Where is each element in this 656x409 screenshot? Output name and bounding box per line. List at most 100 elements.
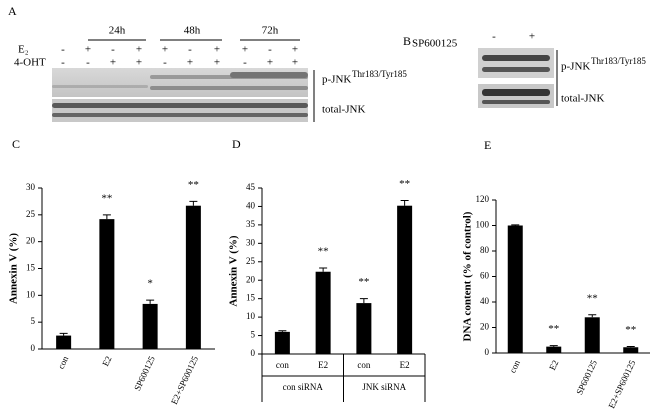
sign: - [61,44,65,56]
error-bar [319,267,328,272]
x-tick-label: E2+SP600125 [169,354,200,406]
significance: ** [587,292,598,304]
y-tick-label: 0 [31,343,36,353]
row-label: E₂ [18,44,29,56]
error-bar [189,200,198,206]
y-tick-label: 10 [26,289,36,299]
bar [397,205,413,354]
sign: + [187,57,193,69]
panel-letter: D [232,137,241,151]
y-tick-label: 80 [480,245,490,255]
y-tick-label: 100 [476,220,490,230]
sign: - [492,31,496,43]
sign: + [136,44,142,56]
y-tick-label: 25 [246,256,256,266]
error-bar [359,298,368,304]
sign: + [110,57,116,69]
y-tick-label: 10 [246,311,256,321]
time-label: 48h [184,25,201,37]
sign: - [111,44,115,56]
y-axis-label: Annexin V (%) [228,235,240,306]
panel-letter: A [8,4,17,18]
significance: * [147,278,153,290]
significance: ** [318,246,329,258]
bar [274,331,290,354]
y-tick-label: 15 [246,293,256,303]
error-bar [59,332,68,336]
sign: - [243,57,247,69]
significance: ** [625,324,636,336]
sign: + [292,57,298,69]
band-label: total-JNK [322,104,365,116]
y-tick-label: 20 [26,236,36,246]
sign: + [85,44,91,56]
x-tick-label: con [276,360,289,370]
x-tick-label: con [507,358,522,374]
error-bar [626,345,635,348]
bar [356,303,372,354]
x-tick-label: E2 [400,360,410,370]
blot [52,68,308,122]
sign: + [214,44,220,56]
band-label: Thr183/Tyr185 [591,56,646,66]
error-bar [511,224,520,226]
sign: - [163,57,167,69]
sign: - [86,57,90,69]
x-tick-label: con [357,360,370,370]
significance: ** [358,276,369,288]
band-label: p-JNK [322,74,351,86]
error-bar [549,345,558,347]
y-tick-label: 30 [26,182,36,192]
y-tick-label: 0 [251,348,256,358]
y-tick-label: 45 [246,182,256,192]
bar [142,303,158,349]
y-axis-label: DNA content (% of control) [462,211,474,341]
panel-letter: C [12,137,20,151]
panel-letter: E [484,138,491,152]
y-tick-label: 20 [246,274,256,284]
band-label: p-JNK [561,61,590,73]
bar [584,317,600,353]
significance: ** [188,179,199,191]
bar [99,219,115,349]
band-label: total-JNK [561,93,604,105]
bar [623,347,639,353]
group-label: con siRNA [283,382,324,392]
group-label: JNK siRNA [362,382,406,392]
error-bar [278,330,287,332]
x-tick-label: E2 [547,358,560,371]
panel-letter: B [403,34,411,48]
bar [546,346,562,353]
sign: + [214,57,220,69]
error-bar [146,299,155,304]
sign: + [136,57,142,69]
y-tick-label: 40 [246,201,256,211]
y-axis-label: Annexin V (%) [8,233,20,304]
y-tick-label: 40 [480,296,490,306]
error-bar [588,314,597,318]
significance: ** [101,192,112,204]
x-tick-label: E2+SP600125 [606,358,637,409]
band-label: Thr183/Tyr185 [352,69,407,79]
y-tick-label: 0 [485,347,490,357]
x-tick-label: con [56,354,71,370]
y-tick-label: 5 [31,316,36,326]
time-label: 72h [262,25,279,37]
time-label: 24h [109,25,126,37]
y-tick-label: 15 [26,263,36,273]
y-tick-label: 20 [480,322,490,332]
sign: + [162,44,168,56]
x-tick-label: E2 [100,354,113,367]
bar [315,271,331,354]
sign: - [61,57,65,69]
sign: - [268,44,272,56]
bar [56,335,72,349]
sign: + [292,44,298,56]
row-label: 4-OHT [14,57,46,69]
x-tick-label: SP600125 [132,354,157,392]
sign: + [267,57,273,69]
y-tick-label: 5 [251,330,256,340]
x-tick-label: E2 [318,360,328,370]
bar [507,225,523,353]
